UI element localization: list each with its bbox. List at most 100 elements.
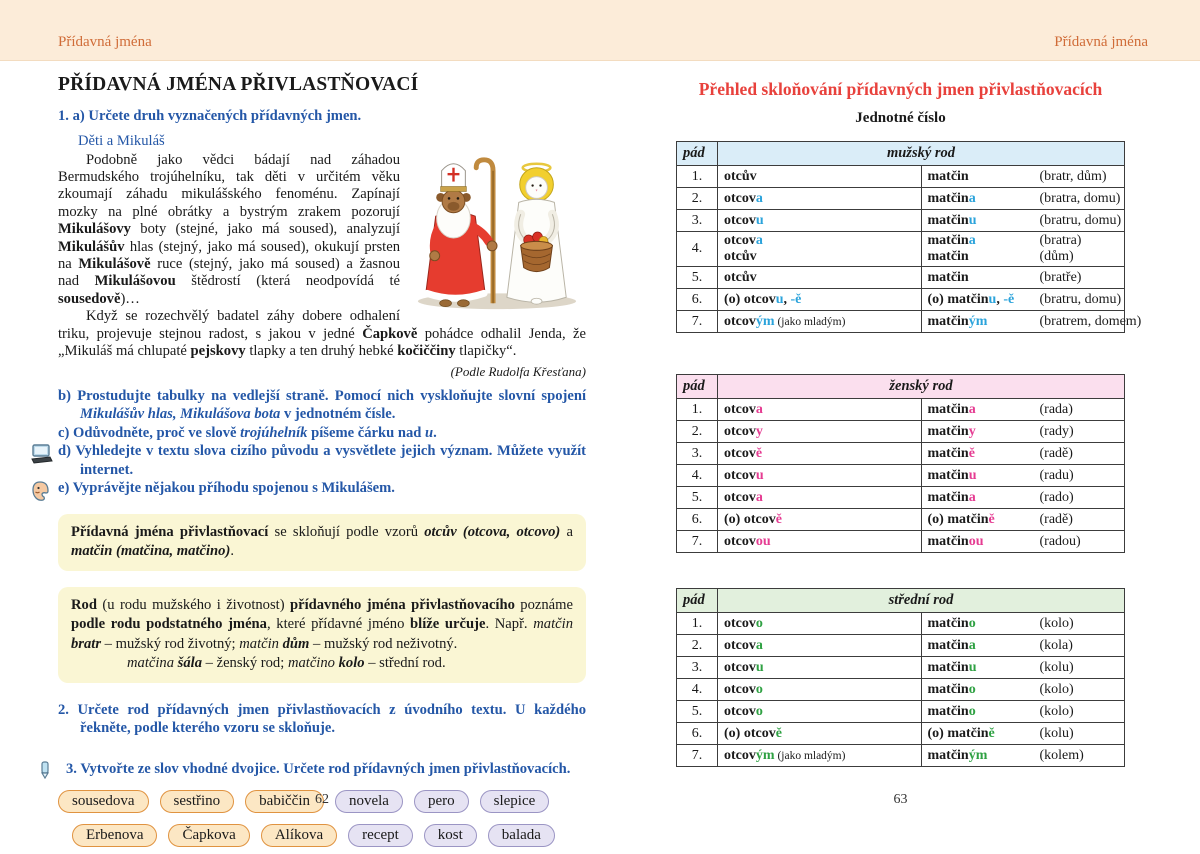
otcuv-form-cell: otcova	[717, 398, 922, 421]
running-header-left: Přídavná jména	[58, 34, 152, 50]
example-noun: (radu)	[1039, 467, 1074, 483]
word-chip: recept	[348, 824, 413, 848]
example-noun: (bratra, domu)	[1039, 190, 1121, 206]
example-noun: (kolo)	[1039, 703, 1074, 719]
matcin-form-cell: matčina (rado)	[920, 486, 1125, 509]
mikulas-and-angel-illustration	[408, 154, 586, 312]
task-1a: 1. a) Určete druh vyznačených přídavných…	[58, 108, 362, 124]
otcuv-form-cell: otcovým (jako mladým)	[717, 744, 922, 767]
word-chip: Erbenova	[72, 824, 158, 848]
pencil-icon	[40, 761, 50, 779]
case-number: 4.	[676, 464, 718, 487]
right-page: Přehled skloňování přídavných jmen přivl…	[676, 61, 1141, 767]
page-number-right: 63	[893, 792, 908, 807]
word-chips-row-1: sousedova sestřino babiččin novela pero slepi…	[58, 790, 586, 814]
case-number: 3.	[676, 209, 718, 232]
page-title: PŘÍDAVNÁ JMÉNA PŘIVLASTŇOVACÍ	[58, 74, 419, 95]
word-chips-row-2: Erbenova Čapkova Alíkova recept kost balada	[72, 824, 586, 848]
apple-basket	[520, 231, 554, 272]
case-number: 2.	[676, 187, 718, 210]
otcuv-form-cell: otcův	[717, 165, 922, 188]
otcuv-form-cell: otcovo	[717, 678, 922, 701]
word-chip: novela	[334, 790, 403, 814]
example-noun: (rado)	[1039, 489, 1074, 505]
matcin-form-cell: matčino (kolo)	[920, 700, 1125, 723]
case-number: 6.	[676, 288, 718, 311]
declension-table: pád ženský rod 1. otcova matčina (rada) 2. otco…	[676, 374, 1125, 553]
declension-table: pád mužský rod 1. otcův matčin (bratr, dům) 2.…	[676, 141, 1141, 333]
example-noun: (kola)	[1039, 637, 1073, 653]
case-number: 1.	[676, 165, 718, 188]
word-chip: babiččin	[245, 790, 324, 814]
word-chip: pero	[413, 790, 469, 814]
case-number: 5.	[676, 486, 718, 509]
matcin-form-cell: matčinou (radou)	[920, 530, 1125, 553]
otcuv-form-cell: (o) otcově	[717, 508, 922, 531]
story-text: Podobně jako vědci bádají nad záhadou Be…	[58, 152, 586, 381]
example-noun: (bratra)	[1039, 233, 1082, 248]
otcuv-form-cell: otcovo	[717, 612, 922, 635]
matcin-form-cell: matčinu (kolu)	[920, 656, 1125, 679]
case-column-header: pád	[676, 141, 718, 166]
otcuv-form-cell: (o) otcovu, -ě	[717, 288, 922, 311]
gender-header: ženský rod	[717, 374, 1125, 399]
running-header-bar: Přídavná jména Přídavná jména	[0, 0, 1200, 61]
case-number: 1.	[676, 612, 718, 635]
case-number: 6.	[676, 508, 718, 531]
page-number-left: 62	[315, 792, 329, 807]
crozier-staff	[473, 156, 496, 173]
example-noun: (rada)	[1039, 401, 1073, 417]
case-number: 6.	[676, 722, 718, 745]
example-noun: (radou)	[1039, 533, 1081, 549]
otcuv-form-cell: otcova	[717, 486, 922, 509]
attribution: (Podle Rudolfa Křesťana)	[450, 364, 586, 380]
matcin-form-cell: (o) matčině (radě)	[920, 508, 1125, 531]
otcuv-form-cell: otcovu	[717, 464, 922, 487]
angel-figure	[506, 162, 567, 305]
mikulas-figure	[423, 162, 498, 307]
example-noun: (bratře)	[1039, 269, 1082, 285]
speaking-face-icon	[32, 481, 49, 502]
example-noun: (bratrem, domem)	[1039, 313, 1142, 329]
otcuv-form-cell: otcovu	[717, 656, 922, 679]
case-number: 2.	[676, 420, 718, 443]
matcin-form-cell: matčinu (radu)	[920, 464, 1125, 487]
story-title: Děti a Mikuláš	[78, 132, 165, 149]
otcuv-form-cell: otcovy	[717, 420, 922, 443]
otcuv-form-cell: otcova	[717, 634, 922, 657]
case-number: 5.	[676, 266, 718, 289]
case-number: 1.	[676, 398, 718, 421]
matcin-form-cell: matčina (rada)	[920, 398, 1125, 421]
otcuv-form-cell: otcův	[717, 266, 922, 289]
running-header-right: Přídavná jména	[1054, 34, 1148, 50]
task-1c: c) Odůvodněte, proč ve slově trojúhelník…	[58, 424, 437, 441]
case-number: 7.	[676, 744, 718, 767]
otcuv-form-cell: otcova otcův	[717, 231, 922, 267]
example-noun: (radě)	[1039, 511, 1073, 527]
example-noun: (radě)	[1039, 445, 1073, 461]
matcin-form-cell: matčiny (rady)	[920, 420, 1125, 443]
example-noun: (kolu)	[1039, 725, 1074, 741]
matcin-form-cell: matčině (radě)	[920, 442, 1125, 465]
matcin-form-cell: matčino (kolo)	[920, 612, 1125, 635]
matcin-form-cell: matčin (bratr, dům)	[920, 165, 1125, 188]
matcin-form-cell: matčiným (kolem)	[920, 744, 1125, 767]
overview-title: Přehled skloňování přídavných jmen přivl…	[698, 79, 1103, 99]
matcin-form-cell: (o) matčině (kolu)	[920, 722, 1125, 745]
word-chip: slepice	[479, 790, 550, 814]
case-number: 3.	[676, 656, 718, 679]
otcuv-form-cell: otcovo	[717, 700, 922, 723]
example-noun: (dům)	[1039, 249, 1074, 264]
task-2: 2. Určete rod přídavných jmen přivlastňo…	[58, 701, 586, 737]
matcin-form-cell: matčino (kolo)	[920, 678, 1125, 701]
example-noun: (kolo)	[1039, 615, 1074, 631]
matcin-form-cell: matčina (bratra) matčin (dům)	[920, 231, 1125, 267]
otcuv-form-cell: otcova	[717, 187, 922, 210]
example-noun: (rady)	[1039, 423, 1074, 439]
example-noun: (bratru, domu)	[1039, 212, 1122, 228]
matcin-form-cell: matčina (bratra, domu)	[920, 187, 1125, 210]
word-chip: Čapkova	[168, 824, 250, 848]
task-1e: e) Vyprávějte nějakou příhodu spojenou s…	[32, 479, 586, 502]
otcuv-form-cell: otcovým (jako mladým)	[717, 310, 922, 333]
word-chip: balada	[487, 824, 555, 848]
